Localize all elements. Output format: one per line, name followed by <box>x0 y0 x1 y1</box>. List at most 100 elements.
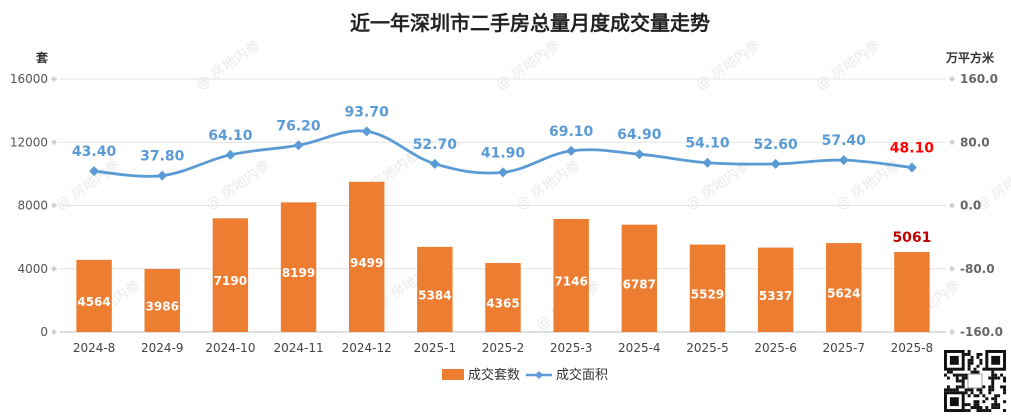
x-tick-label: 2025-2 <box>482 341 525 355</box>
qr-module <box>967 394 971 398</box>
qr-module <box>961 373 965 377</box>
qr-module <box>970 358 974 362</box>
bar <box>826 243 862 332</box>
qr-module <box>991 397 995 401</box>
qr-module <box>961 382 965 386</box>
bar-value-label: 3986 <box>146 299 179 313</box>
bar <box>212 218 249 332</box>
right-axis-ticks: -160.0 -80.0 0.0 80.0 160.0 <box>960 72 1003 339</box>
watermark-text: @ 房地内参 <box>493 37 564 94</box>
qr-module <box>976 403 980 407</box>
x-tick-label: 2024-8 <box>73 341 116 355</box>
watermark-text: @ 房地内参 <box>513 157 584 214</box>
qr-module <box>967 358 971 362</box>
left-tick-marker <box>51 139 57 146</box>
line-value-label: 69.10 <box>549 124 594 140</box>
qr-module <box>964 409 968 412</box>
bar-value-label: 4564 <box>77 295 110 309</box>
right-tick-marker <box>949 202 955 209</box>
qr-module <box>982 367 986 371</box>
bar <box>144 268 180 332</box>
qr-module <box>964 403 968 407</box>
qr-module <box>958 373 962 377</box>
qr-module <box>949 388 953 392</box>
legend-line-label: 成交面积 <box>556 367 608 383</box>
qr-module <box>994 403 998 407</box>
qr-module <box>949 370 953 374</box>
qr-module <box>988 409 992 412</box>
line-point <box>906 162 917 173</box>
qr-module <box>994 394 998 398</box>
qr-module <box>970 370 974 374</box>
bar <box>757 247 794 332</box>
qr-module <box>964 388 968 392</box>
qr-module <box>1000 373 1004 377</box>
qr-module <box>979 358 983 362</box>
qr-module <box>967 388 971 392</box>
qr-module <box>973 400 977 404</box>
qr-module <box>952 373 956 377</box>
qr-module <box>979 388 983 392</box>
qr-module <box>958 379 962 383</box>
qr-code-image <box>944 350 1006 412</box>
qr-module <box>988 391 992 395</box>
qr-module <box>1000 385 1004 389</box>
qr-module <box>973 403 977 407</box>
left-tick-label: 12000 <box>10 135 48 149</box>
qr-module <box>991 382 995 386</box>
legend-line-marker <box>535 371 543 379</box>
qr-module <box>1003 376 1006 380</box>
line-value-label: 64.90 <box>617 127 662 143</box>
qr-module <box>1003 400 1006 404</box>
left-tick-marker <box>51 329 57 335</box>
watermark-text: @ 房地内参 <box>203 157 274 214</box>
watermark-text: @ 房地内参 <box>693 37 764 94</box>
qr-module <box>997 376 1001 380</box>
qr-module <box>973 370 977 374</box>
qr-module <box>994 397 998 401</box>
line-point <box>429 158 440 169</box>
qr-module <box>997 403 1001 407</box>
qr-module <box>985 409 989 412</box>
bar-value-label: 5384 <box>418 288 451 302</box>
qr-module <box>979 409 983 412</box>
bar <box>689 244 726 332</box>
qr-module <box>973 406 977 410</box>
qr-module <box>988 376 992 380</box>
right-tick-label: 160.0 <box>960 72 998 86</box>
qr-module <box>979 406 983 410</box>
qr-module <box>994 376 998 380</box>
line-value-label: 48.10 <box>890 140 935 156</box>
right-tick-label: 0.0 <box>960 199 981 213</box>
right-tick-marker <box>949 139 955 146</box>
bar <box>348 181 385 332</box>
qr-module <box>991 406 995 410</box>
qr-module <box>961 376 965 380</box>
qr-module <box>967 403 971 407</box>
bar-value-label: 5337 <box>759 289 792 303</box>
bar-value-label: 7190 <box>214 274 247 288</box>
x-tick-label: 2024-12 <box>342 341 392 355</box>
qr-module <box>946 370 950 374</box>
qr-module <box>946 388 950 392</box>
watermark-layer: @ 房地内参 @ 房地内参 @ 房地内参 @ 房地内参 @ 房地内参 @ 房地内参 @ 房地… <box>53 37 1011 334</box>
line-value-label: 41.90 <box>481 145 526 161</box>
qr-module <box>1003 388 1006 392</box>
qr-module <box>976 394 980 398</box>
bar-value-label: 5624 <box>827 287 860 301</box>
line-point <box>566 145 577 156</box>
qr-module <box>991 376 995 380</box>
bar <box>553 219 589 332</box>
qr-module <box>964 391 968 395</box>
bar-value-label: 9499 <box>350 256 383 270</box>
line-point <box>89 166 100 177</box>
qr-module <box>991 403 995 407</box>
bar <box>417 246 453 332</box>
bar-value-label: 6787 <box>623 277 656 291</box>
qr-module <box>955 373 959 377</box>
chart-title: 近一年深圳市二手房总量月度成交量走势 <box>350 11 710 35</box>
qr-finder <box>949 355 959 365</box>
qr-module <box>1003 391 1006 395</box>
left-tick-label: 16000 <box>10 72 48 86</box>
line-point <box>157 170 168 181</box>
